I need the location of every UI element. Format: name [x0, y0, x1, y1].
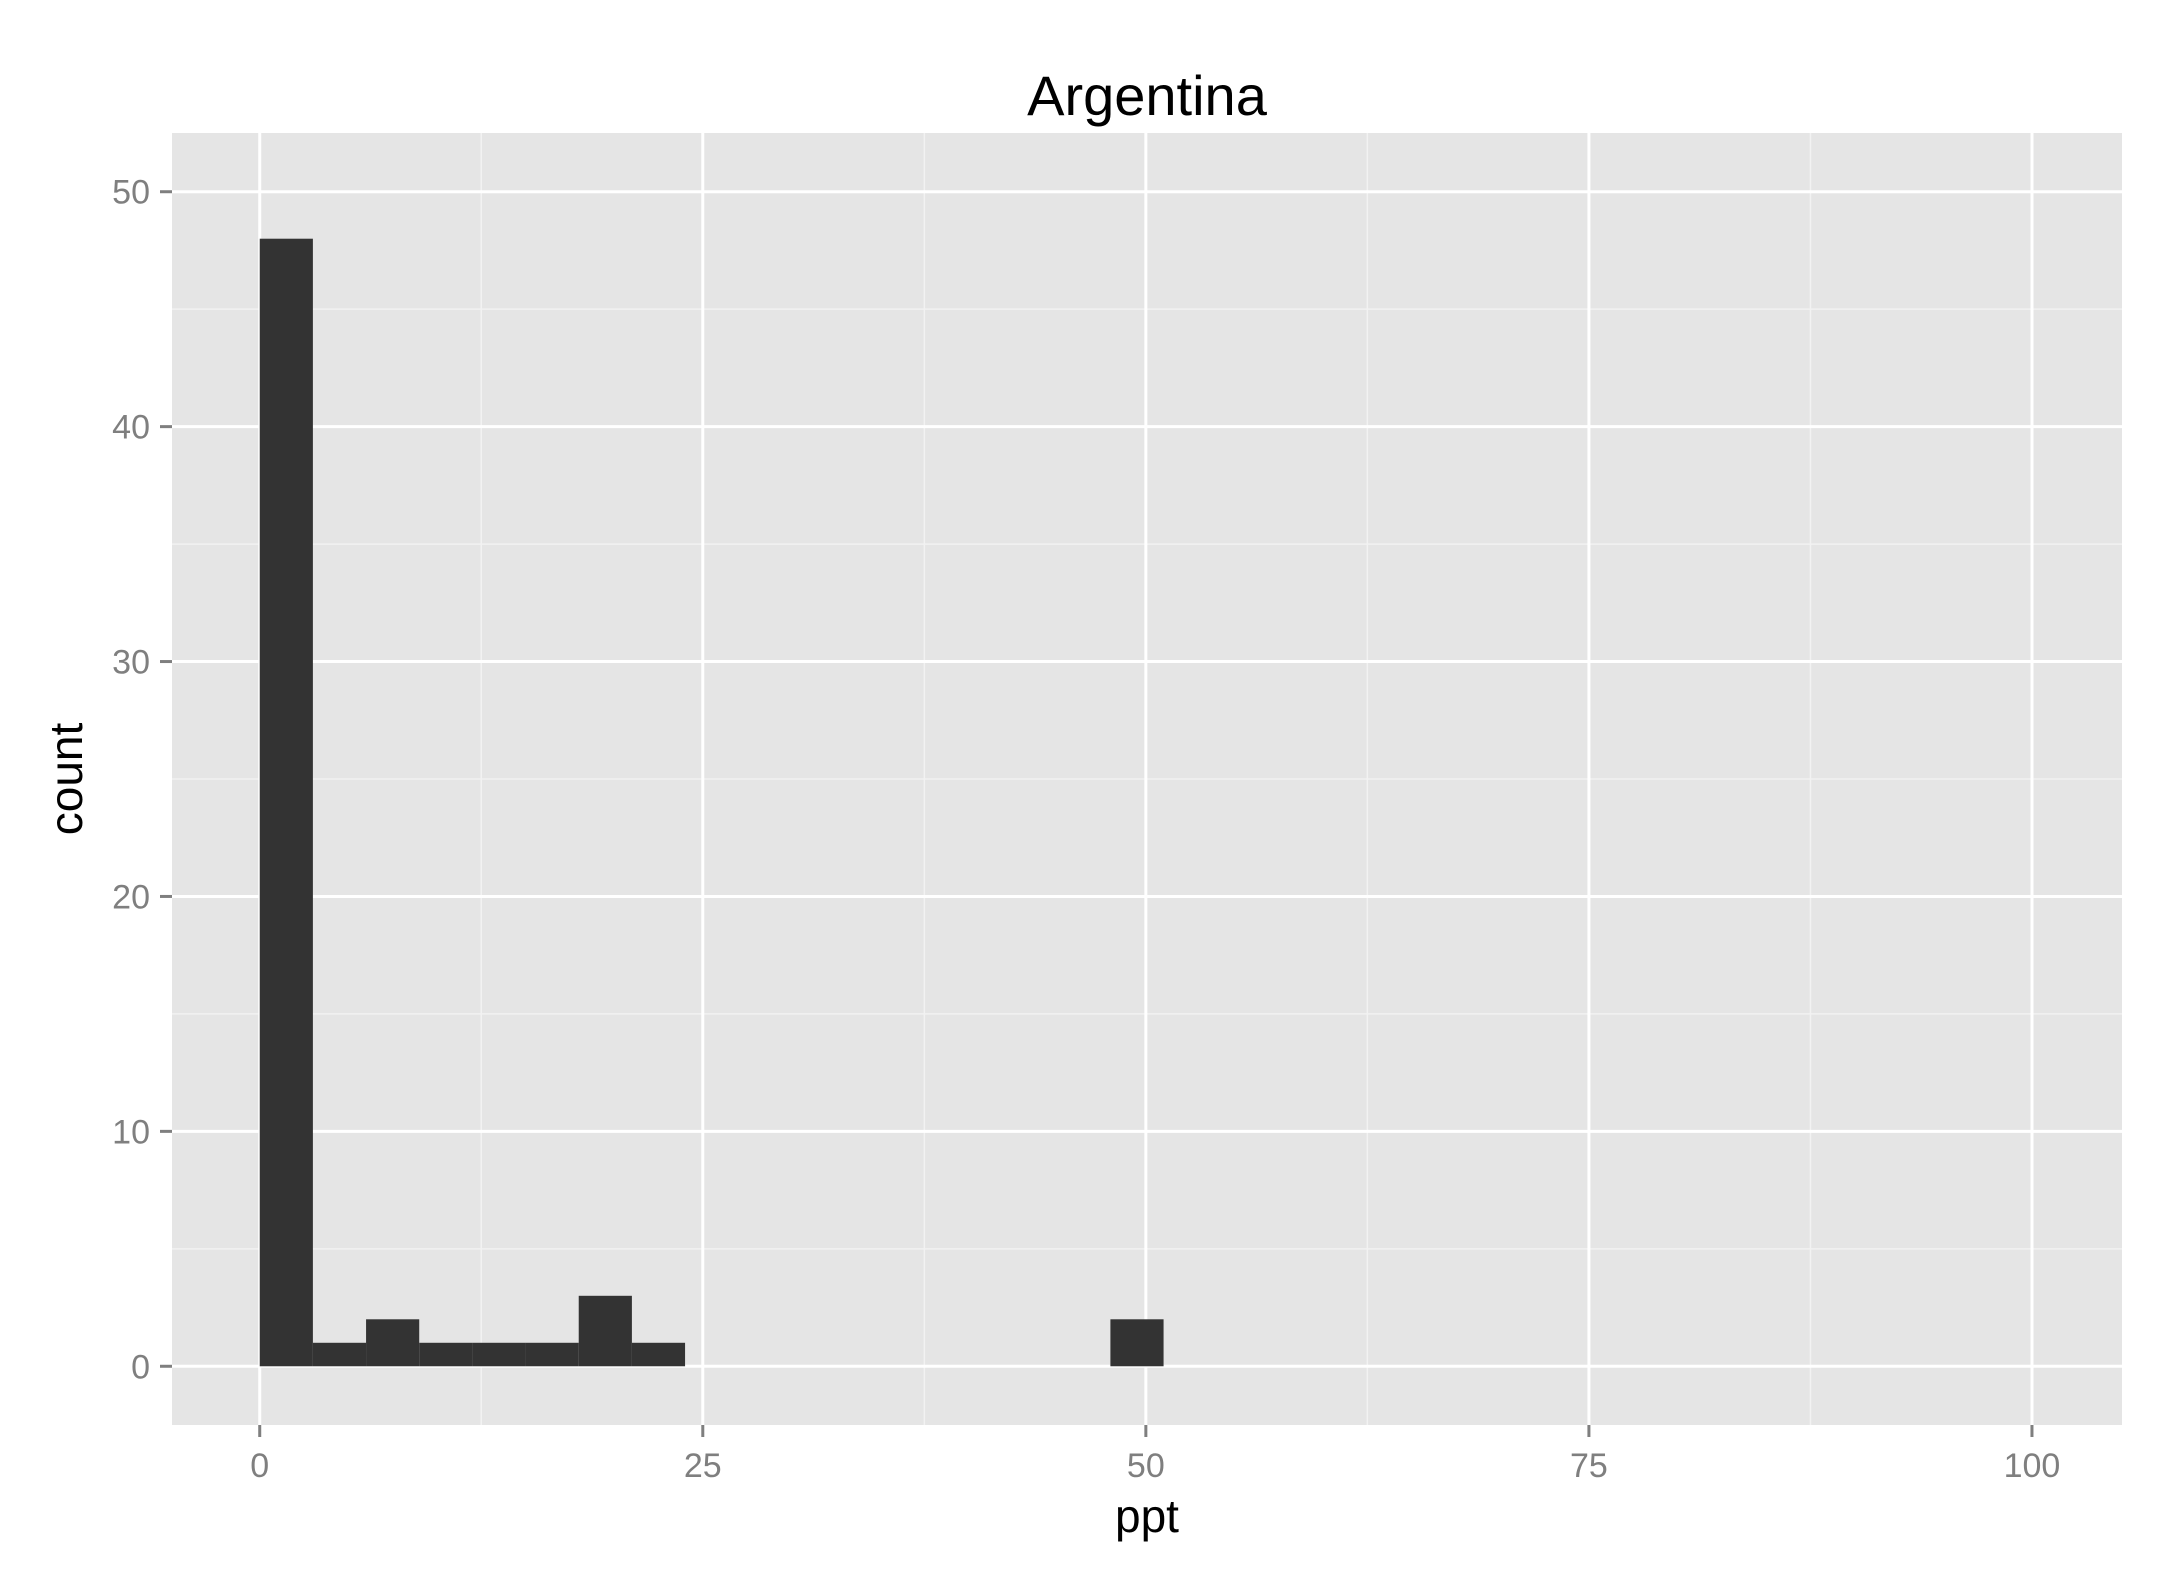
x-tick-label: 100: [2004, 1447, 2061, 1485]
x-axis: 0 25 50 75 100: [250, 1425, 2060, 1485]
x-tick-label: 75: [1570, 1447, 1608, 1485]
y-tick-label: 10: [112, 1113, 150, 1151]
histogram-bar: [472, 1342, 526, 1367]
histogram-bar: [419, 1342, 473, 1367]
y-tick-label: 30: [112, 644, 150, 682]
y-tick-label: 20: [112, 878, 150, 916]
histogram-bar: [578, 1295, 632, 1367]
y-tick-label: 0: [131, 1348, 150, 1386]
chart-title: Argentina: [1027, 64, 1268, 127]
x-tick-label: 25: [684, 1447, 722, 1485]
histogram-bars: [259, 238, 1164, 1367]
histogram-bar: [259, 238, 313, 1367]
x-tick-label: 0: [250, 1447, 269, 1485]
histogram-bar: [312, 1342, 367, 1367]
x-axis-title: ppt: [1115, 1490, 1179, 1542]
histogram-bar: [366, 1319, 420, 1367]
y-tick-label: 50: [112, 174, 150, 212]
y-tick-label: 40: [112, 409, 150, 447]
y-axis-title: count: [40, 723, 92, 836]
histogram-bar: [631, 1342, 686, 1367]
x-tick-label: 50: [1127, 1447, 1165, 1485]
y-axis: 0 10 20 30 40 50: [112, 174, 172, 1386]
histogram-bar: [525, 1342, 579, 1367]
histogram-bar: [1110, 1319, 1164, 1367]
